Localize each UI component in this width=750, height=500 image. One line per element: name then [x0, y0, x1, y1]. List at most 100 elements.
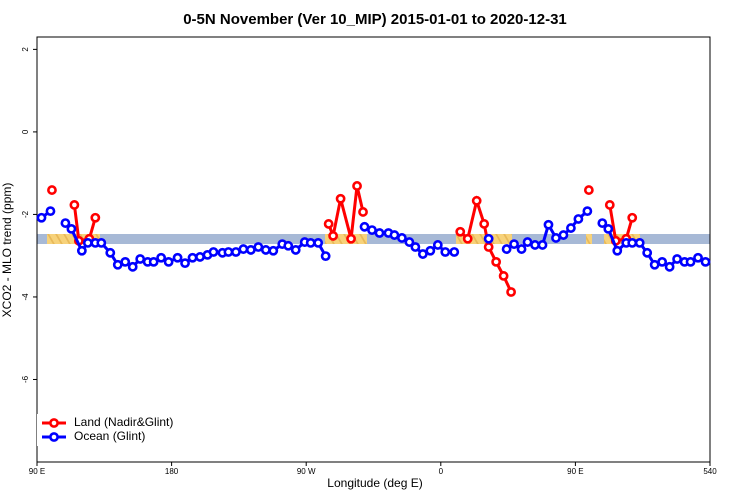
- point: [397, 233, 407, 243]
- point: [374, 228, 385, 238]
- point: [582, 206, 593, 217]
- point: [649, 259, 660, 270]
- point: [245, 245, 256, 255]
- point: [483, 233, 494, 244]
- x-tick-label: 180: [165, 467, 179, 476]
- plot-frame: [36, 36, 711, 463]
- point: [462, 233, 473, 244]
- point: [530, 240, 540, 250]
- point: [105, 247, 116, 258]
- point: [522, 237, 533, 247]
- point: [672, 254, 682, 264]
- point: [82, 237, 93, 248]
- point: [180, 258, 190, 269]
- point: [603, 223, 614, 234]
- x-tick-label: 540: [703, 467, 717, 476]
- legend-label: Ocean (Glint): [74, 429, 145, 443]
- point: [410, 242, 421, 252]
- point: [634, 237, 645, 248]
- point: [268, 245, 279, 256]
- point: [664, 261, 675, 272]
- point: [135, 254, 146, 264]
- point: [66, 223, 77, 234]
- point: [96, 237, 107, 248]
- point: [404, 237, 415, 247]
- point: [627, 212, 638, 223]
- point: [253, 242, 264, 252]
- point: [156, 252, 167, 263]
- point: [335, 193, 346, 204]
- point: [148, 256, 159, 267]
- point: [483, 242, 494, 252]
- point: [425, 245, 436, 256]
- point: [471, 195, 482, 206]
- point: [566, 223, 576, 233]
- point: [305, 237, 316, 248]
- point: [685, 256, 696, 267]
- point: [172, 252, 183, 263]
- point: [352, 181, 362, 191]
- point: [657, 256, 668, 267]
- point: [290, 245, 301, 255]
- legend-marker: [49, 432, 59, 442]
- point: [187, 252, 198, 263]
- x-tick-label: 90 E: [29, 467, 45, 476]
- point: [76, 245, 87, 256]
- point: [612, 245, 623, 256]
- point: [516, 244, 527, 254]
- legend-box: [37, 414, 187, 446]
- point: [417, 249, 428, 259]
- point: [501, 244, 512, 254]
- legend: Land (Nadir&Glint)Ocean (Glint): [37, 414, 187, 446]
- y-axis-label: XCO2 - MLO trend (ppm): [0, 183, 14, 318]
- point: [358, 207, 368, 217]
- point: [543, 219, 554, 230]
- point: [238, 244, 249, 254]
- point: [604, 200, 615, 210]
- point: [449, 247, 460, 257]
- y-tick-label: 0: [21, 129, 30, 134]
- point: [367, 225, 377, 236]
- point: [432, 240, 443, 250]
- point: [583, 185, 594, 195]
- point: [231, 247, 241, 257]
- point: [479, 219, 490, 229]
- point: [537, 240, 548, 250]
- point: [328, 230, 339, 241]
- point: [455, 226, 466, 237]
- point: [45, 206, 56, 217]
- point: [47, 185, 57, 195]
- point: [509, 239, 519, 250]
- surface-band: [37, 234, 710, 244]
- chart-title: 0-5N November (Ver 10_MIP) 2015-01-01 to…: [183, 11, 567, 28]
- point: [551, 233, 561, 243]
- legend-marker: [49, 418, 59, 428]
- x-tick-label: 0: [439, 467, 444, 476]
- point: [440, 247, 451, 257]
- x-tick-label: 90 W: [297, 467, 316, 476]
- point: [693, 252, 703, 263]
- point: [195, 252, 205, 262]
- x-tick-label: 90 E: [567, 467, 583, 476]
- point: [112, 259, 123, 270]
- y-tick-label: -4: [21, 293, 30, 301]
- point: [313, 237, 324, 248]
- point: [597, 218, 608, 228]
- point: [491, 256, 502, 267]
- legend-label: Land (Nadir&Glint): [74, 415, 173, 429]
- point: [389, 230, 400, 240]
- y-tick-label: -6: [21, 375, 30, 383]
- point: [320, 251, 331, 262]
- point: [90, 212, 101, 223]
- x-axis-label: Longitude (deg E): [327, 476, 422, 490]
- point: [208, 247, 219, 257]
- point: [127, 261, 138, 272]
- point: [642, 247, 653, 258]
- point: [120, 256, 131, 267]
- point: [573, 214, 584, 224]
- point: [323, 219, 334, 229]
- point: [558, 230, 569, 240]
- point: [700, 256, 711, 267]
- point: [346, 233, 356, 244]
